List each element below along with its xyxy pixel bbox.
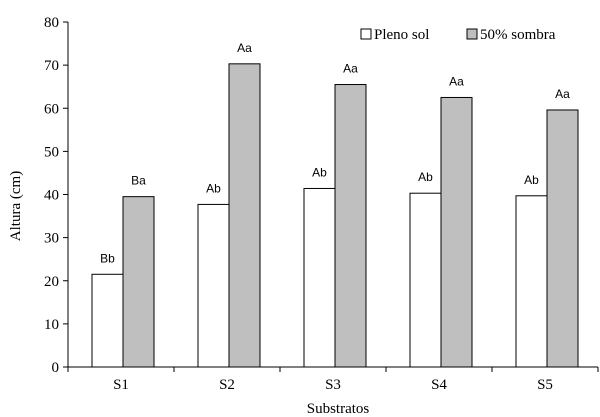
bar-pleno-sol-s1: [91, 273, 124, 368]
y-axis: 0 10 20 30 40 50 60 70 80: [44, 15, 69, 376]
bar-50-sombra-s3: [334, 84, 367, 368]
x-axis: S1 S2 S3 S4 S5: [67, 366, 599, 393]
y-tick-label: 30: [44, 231, 59, 247]
x-tick-label: S3: [325, 377, 341, 393]
x-tick-label: S1: [113, 377, 129, 393]
bar-data-label: Aa: [449, 74, 464, 88]
bar-data-label: Ab: [418, 170, 433, 184]
bar-50-sombra-s4: [440, 96, 473, 368]
legend-label-50-sombra: 50% sombra: [480, 27, 556, 43]
y-tick-label: 60: [44, 101, 59, 117]
bar-pleno-sol-s2: [197, 203, 230, 368]
bar-50-sombra-s2: [228, 63, 261, 368]
bar-data-label: Aa: [237, 41, 252, 55]
bar-data-label: Ab: [312, 165, 327, 179]
y-tick-label: 20: [44, 274, 59, 290]
legend-swatch-50-sombra: [466, 28, 478, 40]
y-axis-title: Altura (cm): [8, 171, 24, 241]
bar-pleno-sol-s4: [409, 192, 442, 368]
bar-data-label: Aa: [555, 87, 570, 101]
y-tick-label: 70: [44, 58, 59, 74]
y-tick-label: 40: [44, 188, 59, 204]
bar-data-label: Ab: [206, 181, 221, 195]
bar-data-label: Ba: [131, 174, 146, 188]
legend: Pleno sol 50% sombra: [360, 27, 556, 43]
y-tick-label: 80: [44, 15, 59, 31]
x-tick-label: S4: [431, 377, 447, 393]
data-labels: Bb Ab Ab Ab Ab Ba Aa Aa Aa Aa: [100, 41, 570, 265]
bar-data-label: Ab: [524, 173, 539, 187]
y-tick-label: 50: [44, 144, 59, 160]
bar-50-sombra-s5: [546, 109, 579, 368]
bar-data-label: Bb: [100, 251, 115, 265]
bars: [91, 63, 579, 368]
x-axis-title: Substratos: [307, 401, 370, 417]
bar-pleno-sol-s3: [303, 187, 336, 368]
bar-data-label: Aa: [343, 62, 358, 76]
bar-50-sombra-s1: [122, 196, 155, 368]
x-tick-label: S5: [537, 377, 553, 393]
bar-pleno-sol-s5: [515, 195, 548, 368]
x-tick-label: S2: [219, 377, 235, 393]
legend-label-pleno-sol: Pleno sol: [374, 27, 429, 43]
y-tick-label: 10: [44, 317, 59, 333]
y-tick-label: 0: [52, 360, 60, 376]
legend-swatch-pleno-sol: [360, 28, 372, 40]
